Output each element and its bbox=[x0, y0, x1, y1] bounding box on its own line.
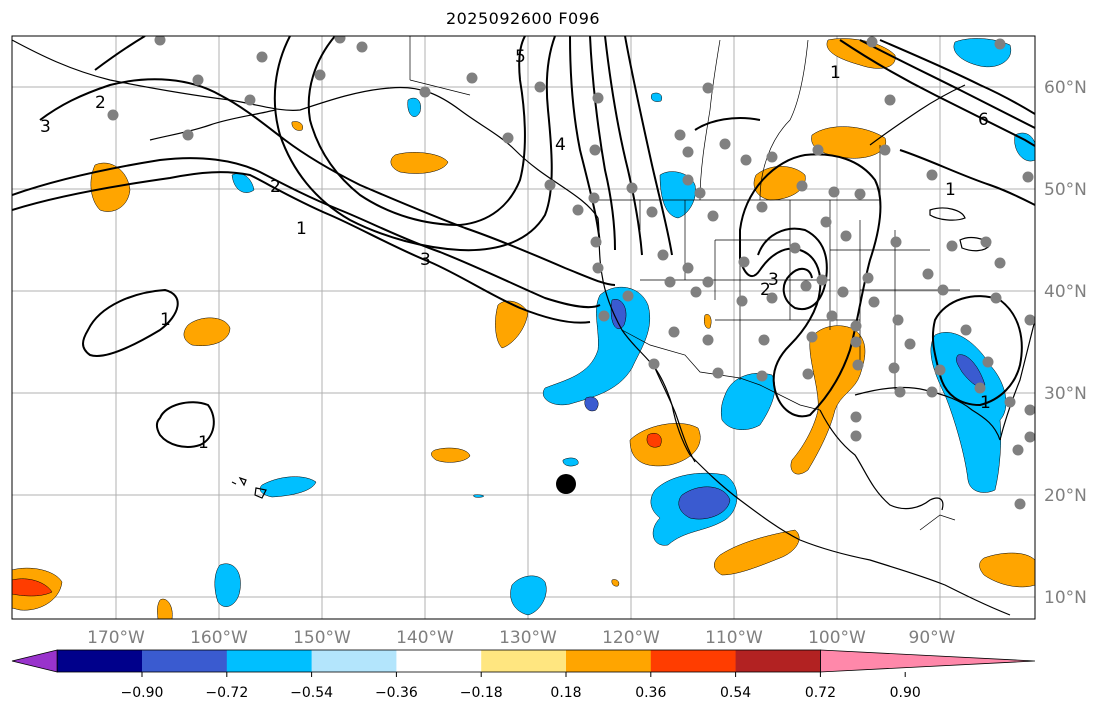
contour-label: 6 bbox=[978, 110, 989, 130]
lon-label: 150°W bbox=[293, 628, 351, 648]
colorbar-segment bbox=[566, 650, 652, 672]
colorbar-tick-label: 0.90 bbox=[890, 685, 921, 701]
contour-label: 5 bbox=[515, 47, 526, 67]
colorbar-segment bbox=[481, 650, 567, 672]
lon-label: 110°W bbox=[705, 628, 763, 648]
contour-label: 1 bbox=[296, 219, 307, 239]
map-frame bbox=[11, 35, 1036, 620]
colorbar-extension-high bbox=[820, 649, 1036, 673]
map-layers: 1 1 1 1 1 1 2 2 2 3 3 3 4 5 6 bbox=[12, 36, 1035, 619]
negative-anomaly-shading bbox=[214, 38, 1035, 616]
contour-label: 1 bbox=[980, 393, 991, 413]
colorbar-tick-label: −0.90 bbox=[121, 685, 164, 701]
lon-label: 120°W bbox=[602, 628, 660, 648]
colorbar-tick-label: 0.54 bbox=[720, 685, 751, 701]
contour-label: 1 bbox=[830, 63, 841, 83]
map-title: 2025092600 F096 bbox=[445, 9, 601, 28]
lat-label: 10°N bbox=[1044, 588, 1087, 608]
lon-label: 90°W bbox=[909, 628, 956, 648]
colorbar-segment bbox=[396, 650, 482, 672]
lat-label: 20°N bbox=[1044, 486, 1087, 506]
station-markers bbox=[107, 36, 1035, 510]
lat-label: 30°N bbox=[1044, 384, 1087, 404]
contour-label: 2 bbox=[760, 280, 771, 300]
colorbar-segment bbox=[650, 650, 737, 672]
storm-center-marker bbox=[556, 474, 576, 494]
lon-label: 100°W bbox=[808, 628, 866, 648]
colorbar-frame bbox=[56, 649, 821, 673]
contour-label: 1 bbox=[198, 433, 209, 453]
colorbar-extension-low bbox=[11, 649, 58, 673]
contour-label: 3 bbox=[420, 250, 431, 270]
lon-label: 130°W bbox=[499, 628, 557, 648]
coastlines bbox=[12, 39, 1035, 616]
lon-label: 170°W bbox=[87, 628, 145, 648]
lon-label: 160°W bbox=[190, 628, 248, 648]
contour-label: 1 bbox=[160, 310, 171, 330]
colorbar: −0.90 −0.72 −0.54 −0.36 −0.18 0.18 0.36 0.54 0.7… bbox=[11, 649, 1036, 701]
lat-label: 50°N bbox=[1044, 180, 1087, 200]
lat-label: 60°N bbox=[1044, 78, 1087, 98]
contour-label: 2 bbox=[270, 177, 281, 197]
contour-label-group: 1 1 1 1 1 1 2 2 2 3 3 3 4 5 6 bbox=[40, 47, 991, 453]
colorbar-segment bbox=[311, 650, 397, 672]
contour-label: 1 bbox=[945, 180, 956, 200]
lon-label: 140°W bbox=[396, 628, 454, 648]
contour-label: 3 bbox=[768, 270, 779, 290]
colorbar-tick-label: −0.18 bbox=[460, 685, 503, 701]
contour-label: 3 bbox=[40, 117, 51, 137]
colorbar-segment bbox=[142, 650, 228, 672]
longitude-labels: 170°W 160°W 150°W 140°W 130°W 120°W 110°… bbox=[87, 628, 956, 648]
colorbar-segment bbox=[57, 650, 143, 672]
lat-label: 40°N bbox=[1044, 282, 1087, 302]
colorbar-segment bbox=[226, 650, 313, 672]
colorbar-tick-label: −0.36 bbox=[375, 685, 418, 701]
colorbar-tick-label: 0.18 bbox=[550, 685, 581, 701]
colorbar-tick-label: −0.72 bbox=[205, 685, 248, 701]
latitude-labels: 60°N 50°N 40°N 30°N 20°N 10°N bbox=[1044, 78, 1087, 608]
contour-label: 4 bbox=[555, 135, 566, 155]
colorbar-tick-label: −0.54 bbox=[290, 685, 333, 701]
contour-label: 2 bbox=[95, 93, 106, 113]
colorbar-tick-label: 0.72 bbox=[805, 685, 836, 701]
colorbar-segment bbox=[735, 650, 821, 672]
colorbar-tick-label: 0.36 bbox=[635, 685, 666, 701]
